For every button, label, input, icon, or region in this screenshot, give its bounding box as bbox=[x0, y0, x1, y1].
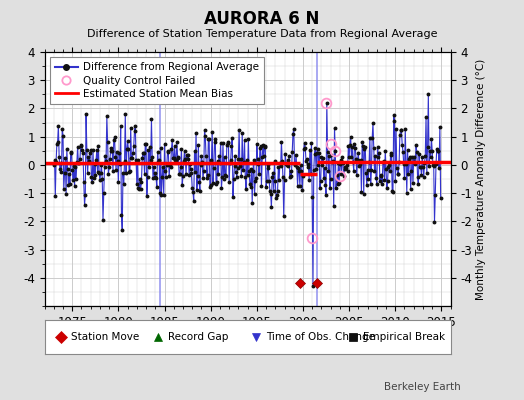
Text: Record Gap: Record Gap bbox=[168, 332, 229, 342]
Legend: Difference from Regional Average, Quality Control Failed, Estimated Station Mean: Difference from Regional Average, Qualit… bbox=[50, 57, 264, 104]
Text: Station Move: Station Move bbox=[71, 332, 139, 342]
Text: AURORA 6 N: AURORA 6 N bbox=[204, 10, 320, 28]
Text: Empirical Break: Empirical Break bbox=[363, 332, 445, 342]
Y-axis label: Monthly Temperature Anomaly Difference (°C): Monthly Temperature Anomaly Difference (… bbox=[476, 58, 486, 300]
Text: Time of Obs. Change: Time of Obs. Change bbox=[266, 332, 375, 342]
Text: Difference of Station Temperature Data from Regional Average: Difference of Station Temperature Data f… bbox=[87, 29, 437, 39]
Text: Berkeley Earth: Berkeley Earth bbox=[385, 382, 461, 392]
